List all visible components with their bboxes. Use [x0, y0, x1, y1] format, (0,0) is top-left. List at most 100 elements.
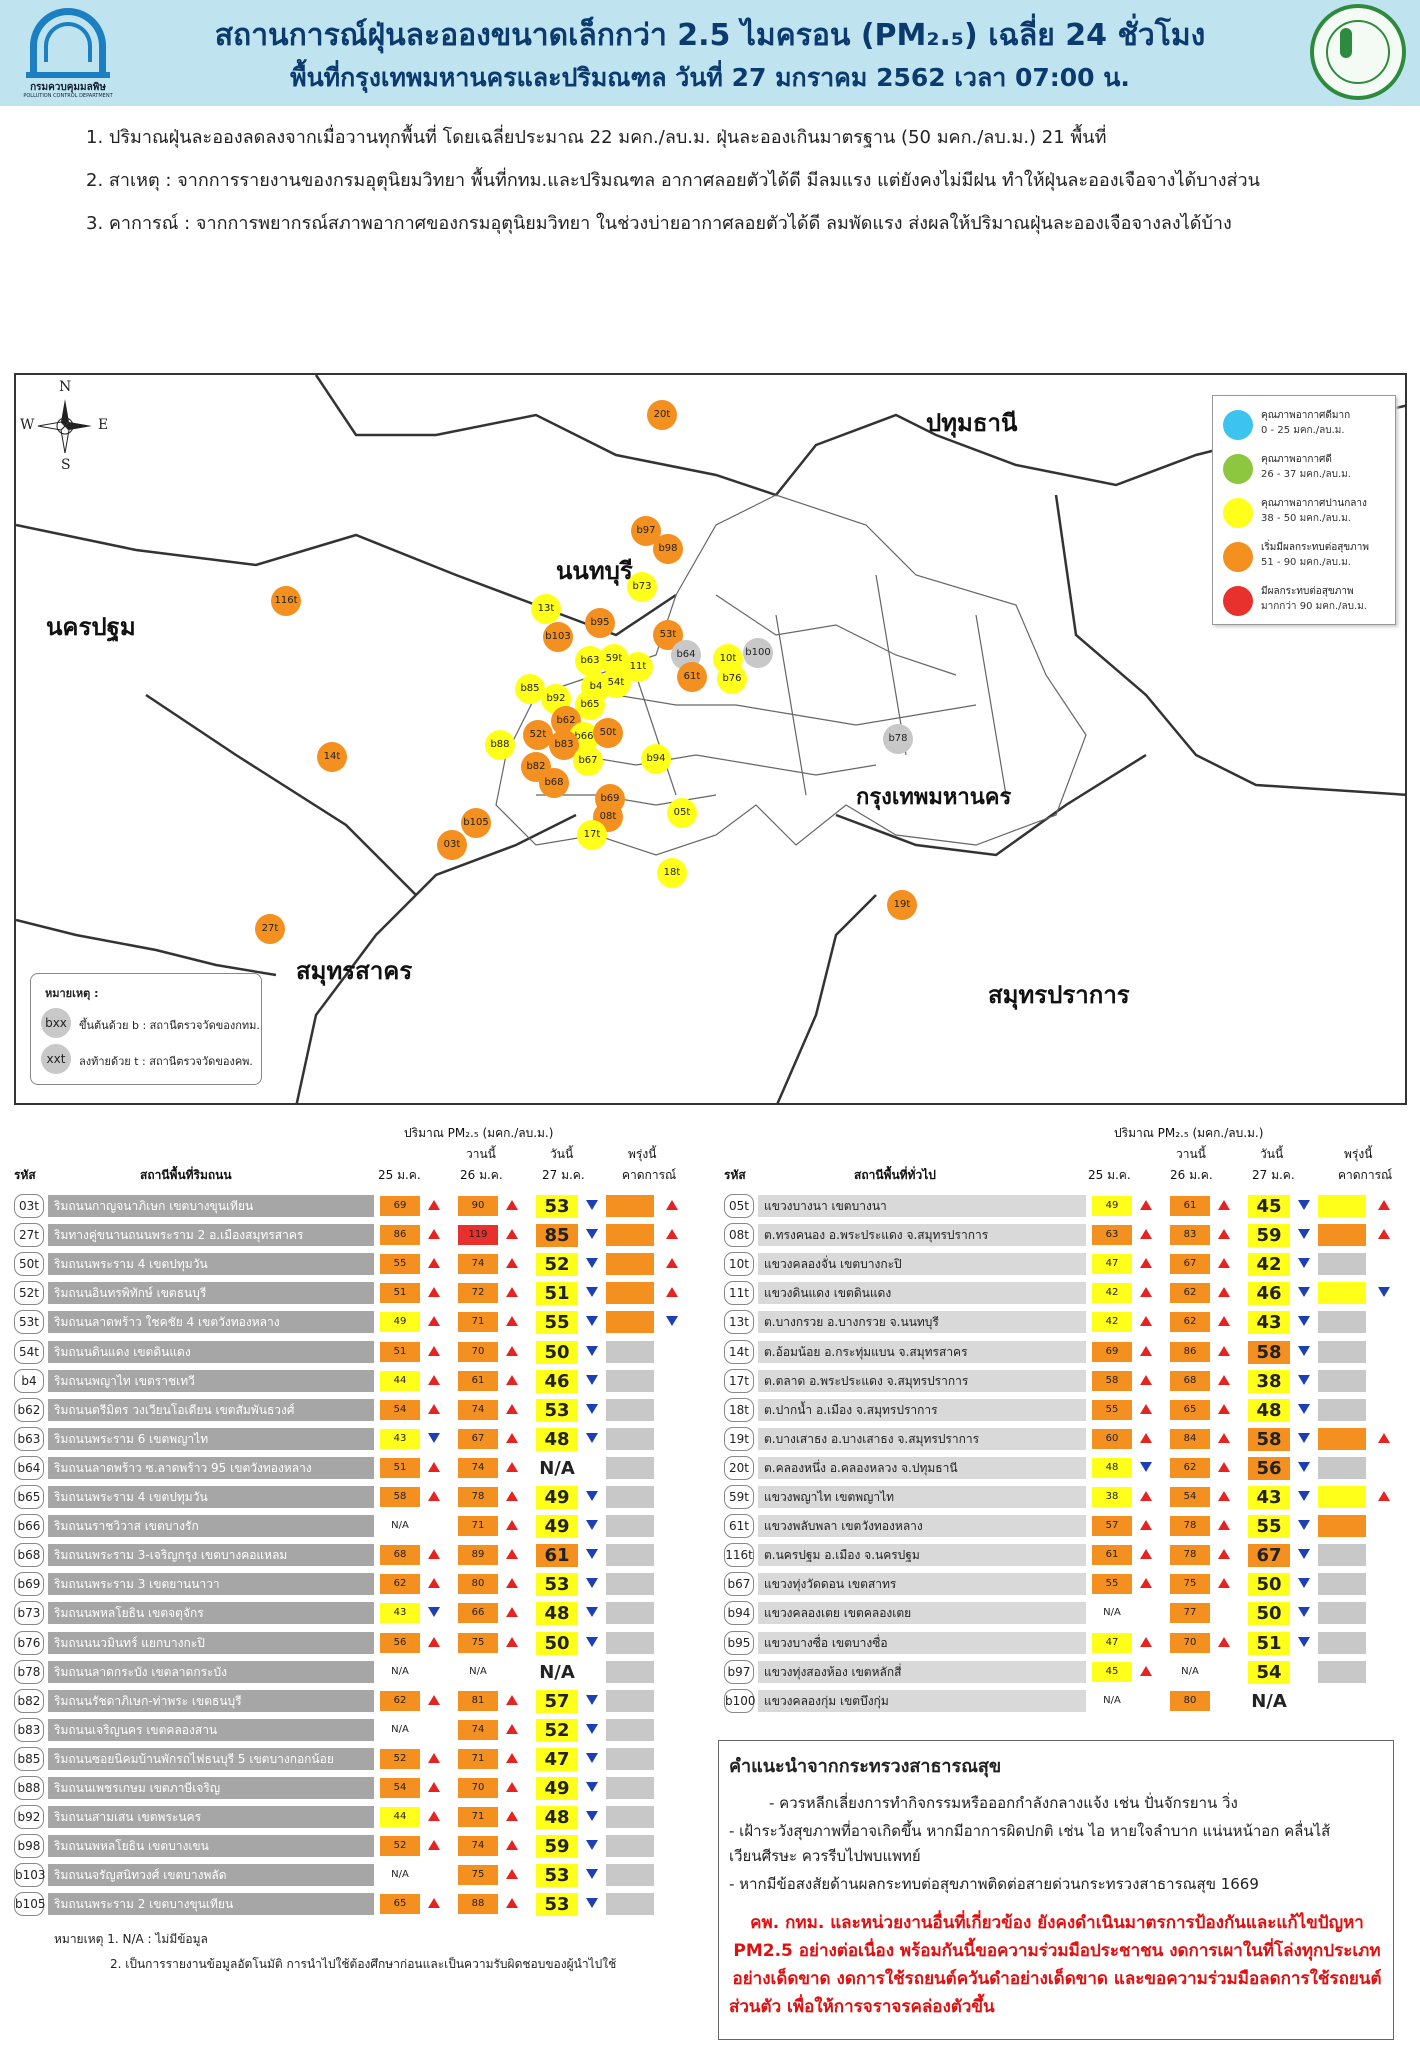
value-27jan: 43	[1248, 1311, 1290, 1334]
trend-up-icon	[506, 1404, 518, 1414]
value-25jan: 55	[1092, 1400, 1132, 1420]
value-27jan: 50	[536, 1632, 578, 1655]
value-25jan: 68	[380, 1545, 420, 1565]
value-25jan: 54	[380, 1778, 420, 1798]
advice-red-line: คพ. กทม. และหน่วยงานอื่นที่เกี่ยวข้อง ยั…	[750, 1913, 1364, 1933]
value-25jan: 38	[1092, 1487, 1132, 1507]
station-marker-b67: b67	[573, 746, 603, 776]
trend-up-icon	[506, 1229, 518, 1239]
station-name: ต.อ้อมน้อย อ.กระทุ่มแบน จ.สมุทรสาคร	[758, 1341, 1086, 1363]
trend-down-icon	[586, 1782, 598, 1792]
province-pathum-thani: ปทุมธานี	[926, 409, 1018, 437]
station-code: b76	[14, 1631, 44, 1655]
trend-up-icon	[428, 1200, 440, 1210]
forecast-cell	[606, 1486, 654, 1508]
station-code: 17t	[724, 1369, 754, 1393]
value-26jan: 67	[1170, 1254, 1210, 1274]
value-25jan: 57	[1092, 1516, 1132, 1536]
right-forecast-header: คาดการณ์	[1338, 1168, 1393, 1182]
legend-dot	[1223, 542, 1253, 572]
trend-up-icon	[1140, 1287, 1152, 1297]
station-marker-20t: 20t	[647, 400, 677, 430]
page-title: สถานการณ์ฝุ่นละอองขนาดเล็กกว่า 2.5 ไมครอ…	[214, 18, 1206, 53]
trend-down-icon	[1298, 1491, 1310, 1501]
station-code: 08t	[724, 1223, 754, 1247]
forecast-cell	[606, 1806, 654, 1828]
footnote-2: 2. เป็นการรายงานข้อมูลอัตโนมัติ การนำไปใ…	[110, 1957, 617, 1971]
value-25jan: 62	[380, 1691, 420, 1711]
station-name: ริมถนนดินแดง เขตดินแดง	[48, 1341, 374, 1363]
value-27jan: 53	[536, 1573, 578, 1596]
station-code: b83	[14, 1718, 44, 1742]
station-code: b66	[14, 1514, 44, 1538]
trend-up-icon	[428, 1753, 440, 1763]
forecast-cell	[606, 1311, 654, 1333]
forecast-cell	[1318, 1311, 1366, 1333]
note-forecast: 3. คาการณ์ : จากการพยากรณ์สภาพอากาศของกร…	[86, 213, 1232, 234]
value-27jan: 53	[536, 1893, 578, 1916]
value-25jan: 47	[1092, 1254, 1132, 1274]
trend-up-icon	[506, 1840, 518, 1850]
value-25jan: 54	[380, 1400, 420, 1420]
health-advice-box: คำแนะนำจากกระทรวงสาธารณสุข - ควรหลีกเลี่…	[718, 1740, 1394, 2040]
trend-up-icon	[428, 1898, 440, 1908]
station-code: 19t	[724, 1427, 754, 1451]
value-26jan: 70	[1170, 1633, 1210, 1653]
station-code: b63	[14, 1427, 44, 1451]
trend-up-icon	[1140, 1549, 1152, 1559]
table-row: 14t ต.อ้อมน้อย อ.กระทุ่มแบน จ.สมุทรสาคร 69…	[724, 1340, 1394, 1364]
trend-up-icon	[1140, 1229, 1152, 1239]
table-row: b62 ริมถนนตรีมิตร วงเวียนโอเดียน เขตสัมพั…	[14, 1398, 684, 1422]
trend-down-icon	[586, 1200, 598, 1210]
trend-up-icon	[428, 1375, 440, 1385]
station-name: แขวงคลองกุ่ม เขตบึงกุ่ม	[758, 1690, 1086, 1712]
table-row: 05t แขวงบางนา เขตบางนา 49 61 45	[724, 1194, 1394, 1218]
value-26jan: 74	[458, 1400, 498, 1420]
bxx-icon: bxx	[41, 1008, 71, 1038]
trend-up-icon	[428, 1811, 440, 1821]
trend-down-icon	[1298, 1404, 1310, 1414]
legend-dot	[1223, 498, 1253, 528]
station-code: b64	[14, 1456, 44, 1480]
value-25jan: 45	[1092, 1662, 1132, 1682]
trend-down-icon	[586, 1375, 598, 1385]
value-27jan: 52	[536, 1253, 578, 1276]
value-25jan: N/A	[391, 1869, 409, 1880]
station-code: b69	[14, 1572, 44, 1596]
trend-up-icon	[1218, 1491, 1230, 1501]
value-25jan: 51	[380, 1342, 420, 1362]
value-25jan: 65	[380, 1894, 420, 1914]
legend-label: คุณภาพอากาศปานกลาง	[1261, 498, 1367, 509]
trend-up-icon	[428, 1491, 440, 1501]
trend-up-icon	[1378, 1200, 1390, 1210]
station-name: แขวงคลองเตย เขตคลองเตย	[758, 1602, 1086, 1624]
province-bangkok: กรุงเทพมหานคร	[856, 785, 1012, 810]
left-today-header: วันนี้	[550, 1147, 574, 1161]
station-name: แขวงพลับพลา เขตวังทองหลาง	[758, 1515, 1086, 1537]
trend-up-icon	[666, 1229, 678, 1239]
station-name: ริมถนนนวมินทร์ แยกบางกะปิ	[48, 1632, 374, 1654]
trend-down-icon	[586, 1695, 598, 1705]
trend-down-icon	[586, 1433, 598, 1443]
station-code: 61t	[724, 1514, 754, 1538]
table-row: 20t ต.คลองหนึ่ง อ.คลองหลวง จ.ปทุมธานี 48 62…	[724, 1456, 1394, 1480]
trend-up-icon	[1218, 1520, 1230, 1530]
table-row: b100 แขวงคลองกุ่ม เขตบึงกุ่ม N/A 80 N/A	[724, 1689, 1394, 1713]
right-code-header: รหัส	[724, 1168, 746, 1182]
table-row: b103 ริมถนนจรัญสนิทวงศ์ เขตบางพลัด N/A 75 53	[14, 1863, 684, 1887]
trend-down-icon	[586, 1753, 598, 1763]
station-marker-50t: 50t	[593, 718, 623, 748]
trend-down-icon	[1298, 1287, 1310, 1297]
station-code: 18t	[724, 1398, 754, 1422]
station-code: 59t	[724, 1485, 754, 1509]
trend-down-icon	[1298, 1346, 1310, 1356]
table-row: 19t ต.บางเสาธง อ.บางเสาธง จ.สมุทรปราการ 60…	[724, 1427, 1394, 1451]
trend-up-icon	[1140, 1375, 1152, 1385]
table-row: b82 ริมถนนรัชดาภิเษก-ท่าพระ เขตธนบุรี 62 81…	[14, 1689, 684, 1713]
right-yesterday-header: วานนี้	[1176, 1147, 1206, 1161]
table-row: b65 ริมถนนพระราม 4 เขตปทุมวัน 58 78 49	[14, 1485, 684, 1509]
legend-item: มีผลกระทบต่อสุขภาพ มากกว่า 90 มคก./ลบ.ม.	[1223, 582, 1393, 622]
trend-up-icon	[428, 1840, 440, 1850]
table-row: 08t ต.ทรงคนอง อ.พระประแดง จ.สมุทรปราการ 63…	[724, 1223, 1394, 1247]
legend-label: เริ่มมีผลกระทบต่อสุขภาพ	[1261, 542, 1369, 553]
